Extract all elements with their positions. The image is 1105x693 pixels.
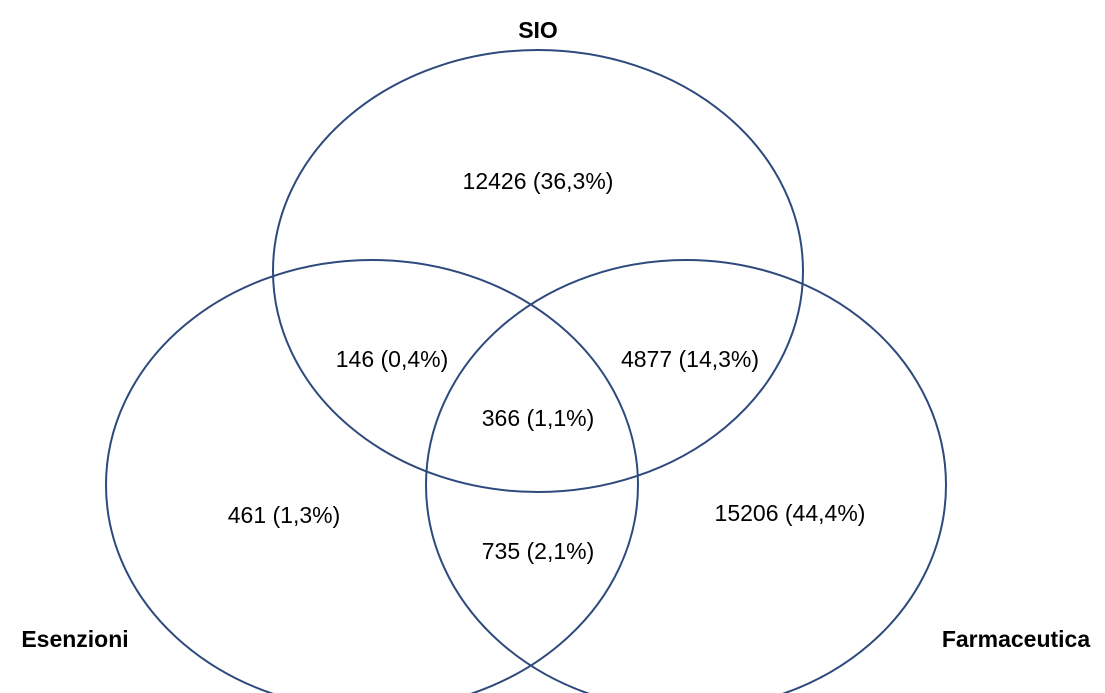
farmaceutica-circle [425,259,947,693]
sio-circle [272,49,804,493]
region-esenzioni-only: 461 (1,3%) [228,502,341,528]
sio-set-label: SIO [518,17,558,43]
region-sio-farmaceutica: 4877 (14,3%) [621,346,759,372]
region-esenzioni-farmaceutica: 735 (2,1%) [482,538,595,564]
region-all-three: 366 (1,1%) [482,405,595,431]
esenzioni-circle [105,259,639,693]
region-sio-only: 12426 (36,3%) [463,168,614,194]
esenzioni-set-label: Esenzioni [21,626,128,652]
farmaceutica-set-label: Farmaceutica [942,626,1091,652]
region-farmaceutica-only: 15206 (44,4%) [715,500,866,526]
region-sio-esenzioni: 146 (0,4%) [336,346,449,372]
